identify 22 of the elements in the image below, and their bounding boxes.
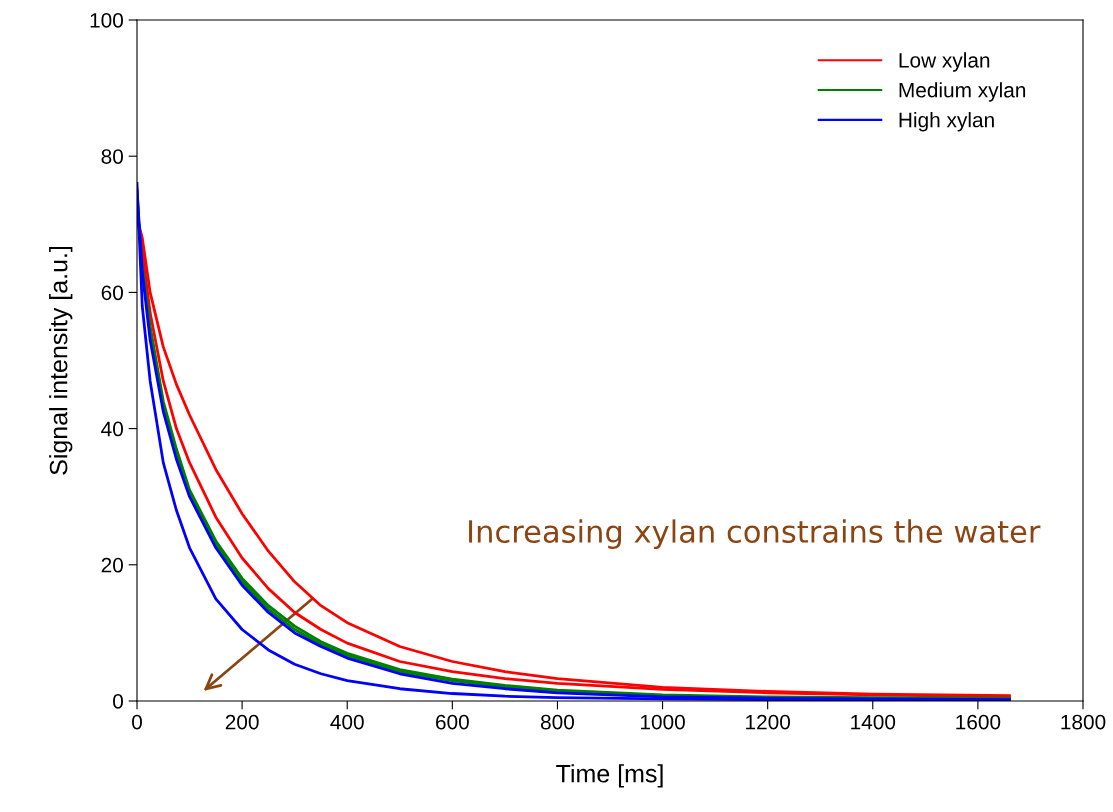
legend-label: Low xylan (899, 52, 990, 72)
x-tick-label: 1200 (746, 714, 791, 730)
x-tick-label: 1000 (640, 714, 685, 730)
legend-label: High xylan (899, 112, 994, 132)
y-tick-label: 100 (90, 13, 123, 28)
x-tick-label: 1600 (956, 714, 1001, 730)
x-tick-label: 1800 (1061, 714, 1106, 730)
x-tick-label: 0 (132, 714, 142, 730)
x-tick-label: 800 (540, 714, 575, 730)
x-tick-label: 200 (225, 714, 259, 730)
y-tick-label: 60 (101, 285, 123, 301)
y-tick-label: 40 (101, 421, 123, 437)
legend-label: Medium xylan (899, 82, 1026, 102)
x-tick-label: 400 (330, 714, 364, 730)
x-axis-title: Time [ms] (556, 764, 663, 788)
y-tick-label: 0 (113, 694, 123, 709)
y-tick-label: 80 (101, 149, 123, 164)
y-tick-label: 20 (101, 557, 123, 573)
y-axis-title: Signal intensity [a.u.] (49, 246, 73, 475)
x-tick-label: 1400 (851, 714, 896, 730)
annotation: Increasing xylan constrains the water (469, 519, 1041, 549)
x-tick-label: 600 (436, 714, 469, 730)
